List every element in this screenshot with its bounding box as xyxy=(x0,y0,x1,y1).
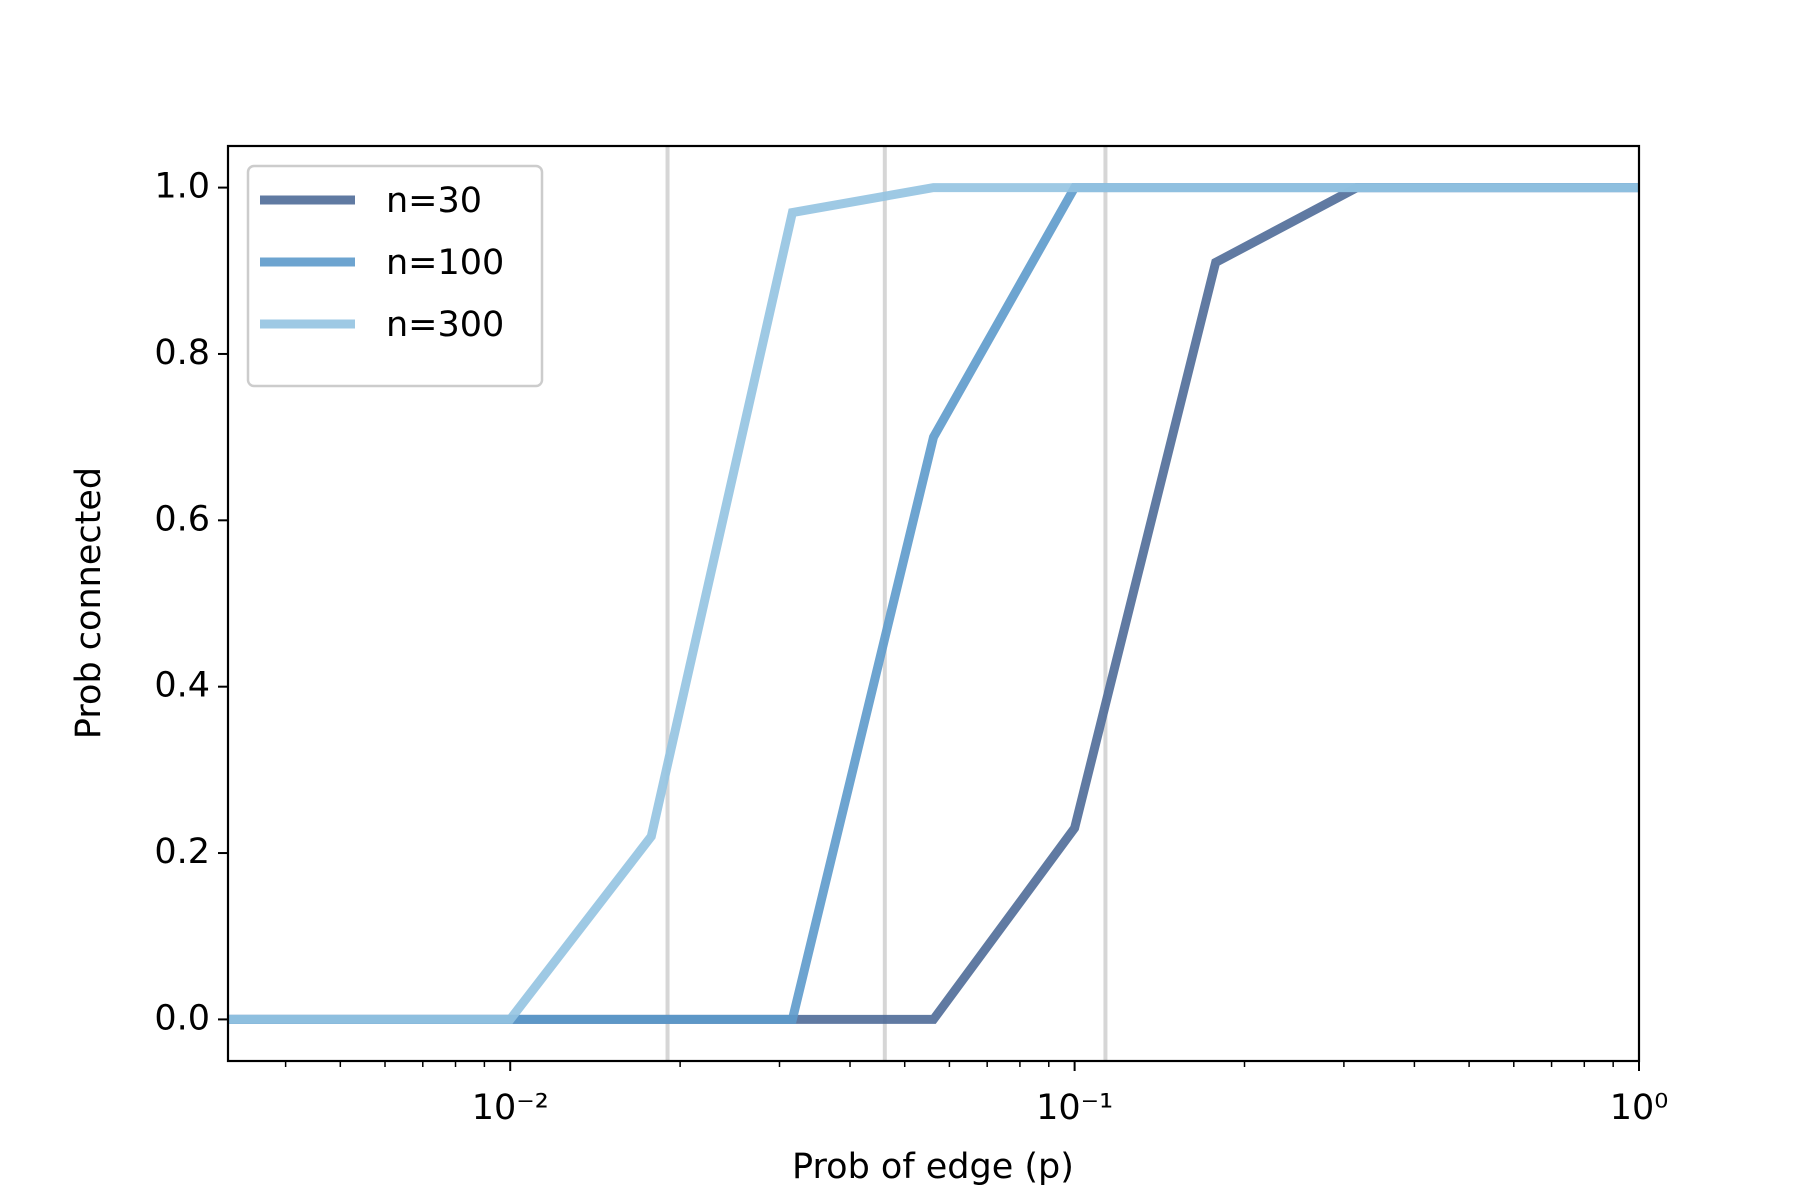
x-tick-label: 10⁻² xyxy=(472,1088,549,1128)
legend-box xyxy=(246,164,544,388)
legend-label: n=100 xyxy=(386,243,504,283)
legend-label: n=300 xyxy=(386,305,504,345)
x-tick-label: 10⁰ xyxy=(1610,1088,1669,1128)
y-tick-label: 0.2 xyxy=(154,832,210,872)
y-tick-label: 0.6 xyxy=(154,499,210,539)
y-tick-label: 1.0 xyxy=(154,167,210,207)
x-axis-label: Prob of edge (p) xyxy=(792,1147,1074,1187)
y-tick-label: 0.8 xyxy=(154,333,210,373)
plot-frame xyxy=(226,144,1641,1063)
legend-label: n=30 xyxy=(386,181,482,221)
y-axis-label: Prob connected xyxy=(69,467,109,739)
series-line xyxy=(228,183,1639,1024)
y-tick-label: 0.4 xyxy=(154,666,210,706)
x-tick-label: 10⁻¹ xyxy=(1036,1088,1113,1128)
y-tick-label: 0.0 xyxy=(154,998,210,1038)
